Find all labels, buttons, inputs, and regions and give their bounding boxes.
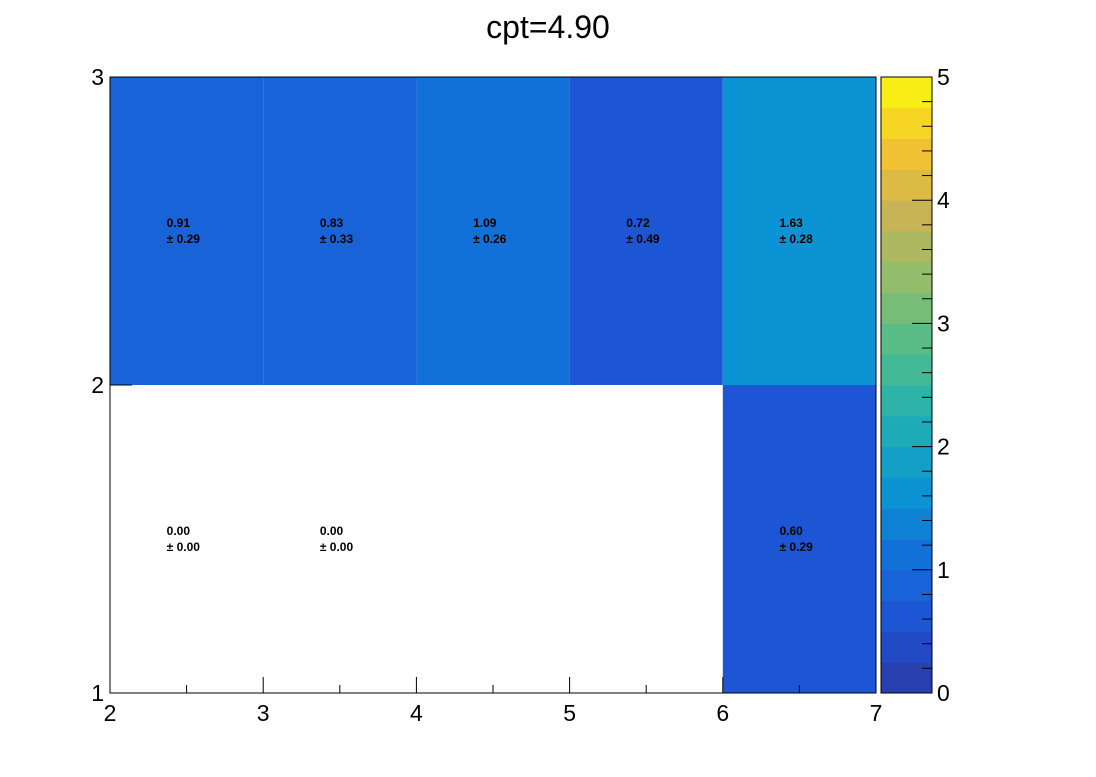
cell-labels-layer: 0.91 ± 0.29 0.83 ± 0.33 1.09 ± 0.26 0.72 ± 0.49… (167, 216, 813, 554)
heatmap-cell (416, 77, 570, 385)
x-tick-label: 3 (257, 700, 270, 726)
cell-value-label: 1.63 (779, 216, 803, 230)
heatmap-cell (722, 77, 876, 385)
x-tick-label: 4 (410, 700, 423, 726)
cell-value-label: 1.09 (473, 216, 497, 230)
y-tick-label: 2 (91, 372, 104, 398)
palette-swatch (881, 231, 932, 263)
heatmap-cell (110, 77, 264, 385)
palette-swatch (881, 415, 932, 448)
x-tick-label: 2 (104, 700, 117, 726)
y-tick-label: 1 (91, 680, 104, 706)
palette-swatch (881, 477, 932, 509)
palette-swatch (881, 169, 932, 201)
x-tick-label: 7 (870, 700, 883, 726)
x-tick-label: 6 (716, 700, 729, 726)
z-tick-label: 1 (937, 557, 950, 583)
z-tick-label: 3 (937, 310, 950, 336)
cell-error-label: ± 0.33 (320, 232, 354, 246)
cell-error-label: ± 0.29 (167, 232, 201, 246)
heatmap-cell (569, 77, 723, 385)
z-tick-label: 5 (937, 64, 950, 90)
palette-swatch (881, 569, 932, 602)
z-tick-label: 0 (937, 680, 950, 706)
palette-swatch (881, 261, 932, 294)
cell-error-label: ± 0.29 (779, 540, 813, 554)
palette-swatch (881, 600, 932, 632)
palette-swatch (881, 138, 932, 170)
palette-frame (880, 76, 933, 694)
palette-swatch (881, 385, 932, 417)
color-palette: 0 1 2 3 4 5 (880, 64, 950, 706)
palette-swatch (881, 323, 932, 355)
palette-swatch (881, 77, 932, 109)
cell-value-label: 0.72 (626, 216, 650, 230)
palette-swatch (881, 354, 932, 386)
cell-error-label: ± 0.28 (779, 232, 813, 246)
cell-value-label: 0.00 (320, 524, 344, 538)
palette-swatch (881, 200, 932, 232)
cell-error-label: ± 0.00 (320, 540, 354, 554)
chart-title: cpt=4.90 (486, 9, 610, 45)
palette-swatch (881, 508, 932, 540)
cell-error-label: ± 0.49 (626, 232, 660, 246)
cell-value-label: 0.91 (167, 216, 191, 230)
heatmap-cell (722, 385, 876, 693)
palette-swatch (881, 107, 932, 140)
cell-error-label: ± 0.00 (167, 540, 201, 554)
z-tick-label: 2 (937, 434, 950, 460)
y-tick-label: 3 (91, 64, 104, 90)
palette-swatch (881, 539, 932, 571)
cell-error-label: ± 0.26 (473, 232, 507, 246)
palette-swatch (881, 446, 932, 478)
palette-swatch (881, 292, 932, 324)
x-tick-label: 5 (563, 700, 576, 726)
z-tick-label: 4 (937, 187, 950, 213)
palette-swatch (881, 631, 932, 663)
cell-value-label: 0.83 (320, 216, 344, 230)
palette-swatch (881, 662, 932, 694)
cell-value-label: 0.00 (167, 524, 191, 538)
heatmap-cell (263, 77, 417, 385)
cell-value-label: 0.60 (779, 524, 803, 538)
cells-layer (110, 77, 876, 693)
